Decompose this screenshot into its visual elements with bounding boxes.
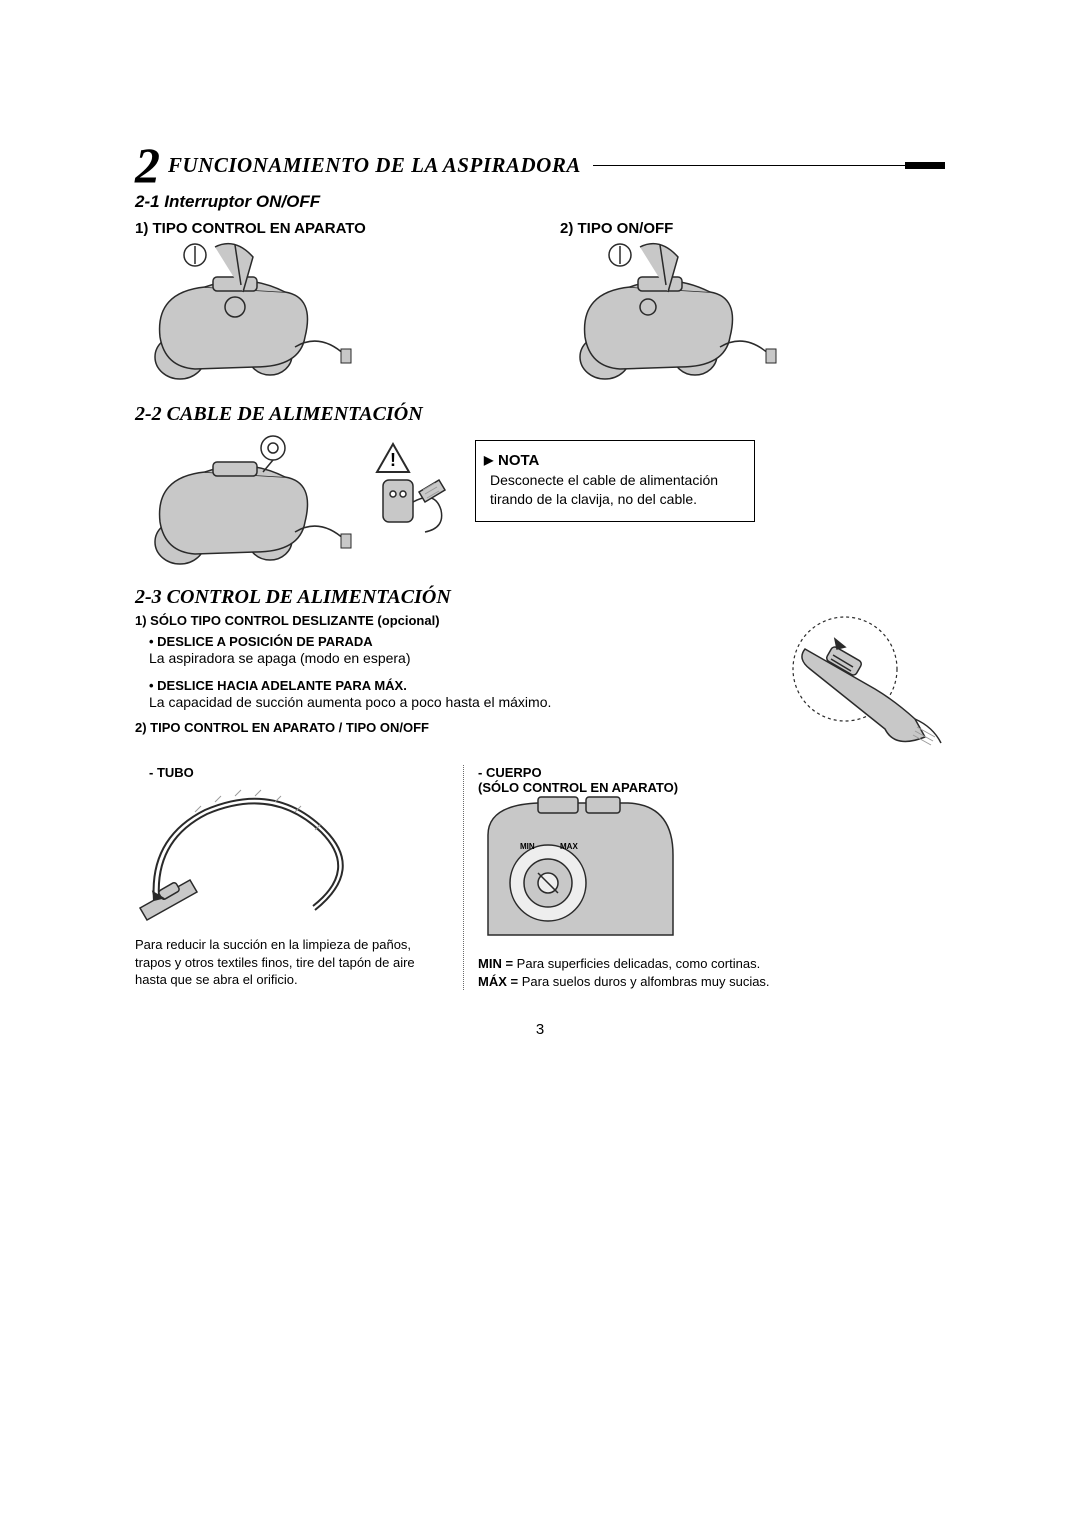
note-box: NOTA Desconecte el cable de alimentación… xyxy=(475,440,755,522)
s23-bullet2-label: • DESLICE HACIA ADELANTE PARA MÁX. xyxy=(149,678,755,693)
s23-h2: 2) TIPO CONTROL EN APARATO / TIPO ON/OFF xyxy=(135,720,755,735)
min-row: MIN = Para superficies delicadas, como c… xyxy=(478,955,945,973)
chapter-rule xyxy=(593,165,945,166)
vacuum-illustration-cord xyxy=(135,430,355,570)
dial-max-label: MAX xyxy=(560,842,578,851)
min-text: Para superficies delicadas, como cortina… xyxy=(517,956,761,971)
min-label: MIN = xyxy=(478,956,513,971)
s23-right-heading2: (SÓLO CONTROL EN APARATO) xyxy=(478,780,945,795)
section-2-1-title: 2-1 Interruptor ON/OFF xyxy=(135,192,945,212)
dial-min-label: MIN xyxy=(520,842,535,851)
s23-h1: 1) SÓLO TIPO CONTROL DESLIZANTE (opciona… xyxy=(135,613,755,628)
s21-col1-heading: 1) TIPO CONTROL EN APARATO xyxy=(135,220,520,237)
max-row: MÁX = Para suelos duros y alfombras muy … xyxy=(478,973,945,991)
s21-col2-heading: 2) TIPO ON/OFF xyxy=(560,220,945,237)
s23-bullet1-text: La aspiradora se apaga (modo en espera) xyxy=(149,649,755,668)
note-text: Desconecte el cable de alimentación tira… xyxy=(490,471,740,509)
note-label: NOTA xyxy=(490,451,539,471)
max-label: MÁX = xyxy=(478,974,518,989)
s23-left-description: Para reducir la succión en la limpieza d… xyxy=(135,936,445,989)
hose-air-valve-illustration xyxy=(135,780,385,930)
plug-warning-illustration: ! xyxy=(375,440,465,540)
section-2-2-title: 2-2 CABLE DE ALIMENTACIÓN xyxy=(135,403,945,426)
svg-text:!: ! xyxy=(390,450,396,470)
s23-right-heading1: - CUERPO xyxy=(478,765,945,780)
body-dial-illustration: MIN MAX xyxy=(478,795,678,945)
chapter-header: 2 FUNCIONAMIENTO DE LA ASPIRADORA xyxy=(135,140,945,190)
vacuum-illustration-control-on-body xyxy=(135,237,355,387)
s23-bullet2-text: La capacidad de succión aumenta poco a p… xyxy=(149,693,755,712)
page-number: 3 xyxy=(0,1021,1080,1038)
s23-left-heading: - TUBO xyxy=(149,765,445,780)
max-text: Para suelos duros y alfombras muy sucias… xyxy=(522,974,770,989)
vacuum-illustration-onoff xyxy=(560,237,780,387)
section-2-3-title: 2-3 CONTROL DE ALIMENTACIÓN xyxy=(135,586,945,609)
chapter-title: FUNCIONAMIENTO DE LA ASPIRADORA xyxy=(168,153,581,178)
chapter-number: 2 xyxy=(135,140,160,190)
slide-control-handle-illustration xyxy=(775,609,945,759)
s23-bullet1-label: • DESLICE A POSICIÓN DE PARADA xyxy=(149,634,755,649)
